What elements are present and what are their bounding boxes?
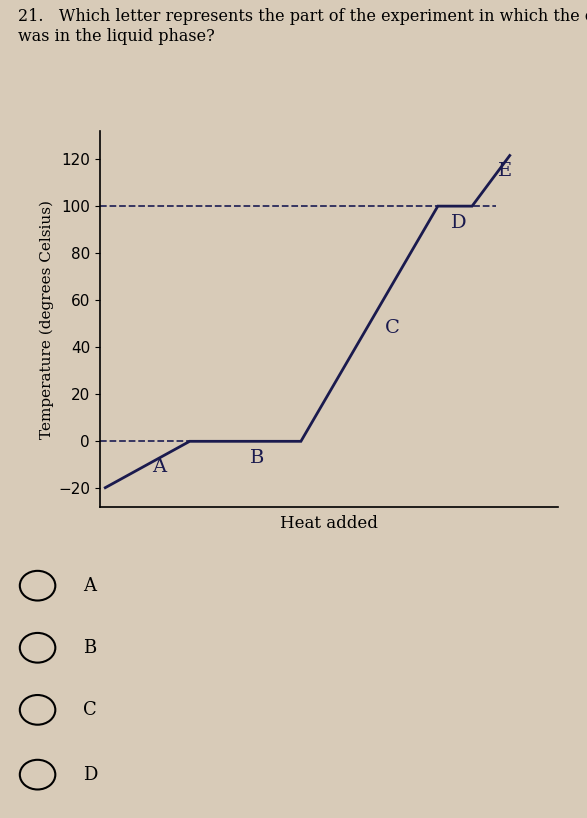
Text: B: B (249, 449, 264, 467)
Text: C: C (83, 701, 96, 719)
Text: C: C (384, 319, 400, 338)
Text: A: A (152, 458, 166, 476)
Y-axis label: Temperature (degrees Celsius): Temperature (degrees Celsius) (39, 200, 54, 438)
Text: B: B (83, 639, 96, 657)
X-axis label: Heat added: Heat added (280, 515, 377, 533)
Text: D: D (451, 213, 466, 231)
Text: 21.   Which letter represents the part of the experiment in which the entire sam: 21. Which letter represents the part of … (18, 8, 587, 45)
Text: D: D (83, 766, 97, 784)
Text: E: E (498, 162, 512, 180)
Text: A: A (83, 577, 96, 595)
